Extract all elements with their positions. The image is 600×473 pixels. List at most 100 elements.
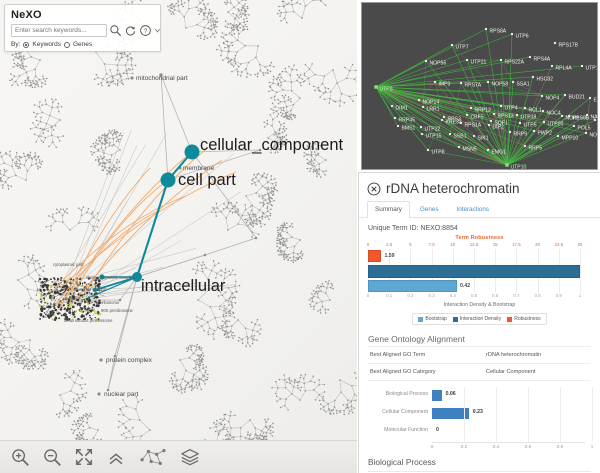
gene-node[interactable] <box>553 41 557 45</box>
search-row[interactable]: ? <box>11 24 160 37</box>
search-input[interactable] <box>11 24 107 37</box>
gene-node[interactable] <box>486 80 490 84</box>
gene-node[interactable] <box>510 32 514 36</box>
layers-icon[interactable] <box>180 447 200 467</box>
gene-node[interactable] <box>465 113 469 117</box>
gene-node[interactable] <box>531 75 535 79</box>
gene-node[interactable] <box>588 96 592 100</box>
gene-node[interactable] <box>511 80 515 84</box>
radio-genes[interactable] <box>63 41 70 48</box>
panel-body: Unique Term ID: NEXO:8854 Term Robustnes… <box>359 218 600 472</box>
gene-node[interactable] <box>459 81 463 85</box>
detail-tabs[interactable]: Summary Genes Interactions <box>359 200 600 218</box>
gene-node[interactable] <box>459 121 463 125</box>
gene-node[interactable] <box>528 55 532 59</box>
gene-node[interactable] <box>542 120 546 124</box>
tab-summary[interactable]: Summary <box>367 201 410 218</box>
gene-node[interactable] <box>424 59 428 63</box>
gene-node[interactable] <box>499 104 503 108</box>
gene-node[interactable] <box>572 124 576 128</box>
gene-node[interactable] <box>440 118 444 122</box>
radio-keywords[interactable] <box>23 41 30 48</box>
gene-node[interactable] <box>484 27 488 31</box>
tab-genes[interactable]: Genes <box>419 206 439 213</box>
gene-node[interactable] <box>448 132 452 136</box>
gene-node-label: NOP56 <box>430 60 447 66</box>
gene-node-label: RPS17B <box>559 42 579 48</box>
gene-node[interactable] <box>499 58 503 62</box>
bar-value-label: 1.59 <box>384 253 395 259</box>
gene-node-label: RPS9B <box>573 115 590 121</box>
gene-node[interactable] <box>563 93 567 97</box>
gene-node[interactable] <box>584 131 588 135</box>
gene-node[interactable] <box>556 134 560 138</box>
gene-node[interactable] <box>532 129 536 133</box>
gene-node[interactable] <box>541 109 545 113</box>
axis-tick: 0.6 <box>524 444 532 449</box>
gene-node[interactable] <box>469 106 473 110</box>
gene-node[interactable] <box>489 119 493 123</box>
gene-node[interactable] <box>523 144 527 148</box>
gene-node[interactable] <box>567 114 571 118</box>
gene-node[interactable] <box>417 98 421 102</box>
gene-node[interactable] <box>421 105 425 109</box>
gene-network-graph[interactable]: UTP9 NOP56 UTP7 RPS8A UTP6 RPS17B UTP21 RPS22A R… <box>362 3 598 170</box>
gene-node-label: RRP5 <box>529 145 543 151</box>
gene-node[interactable] <box>374 85 378 89</box>
help-icon[interactable]: ? <box>139 24 152 37</box>
panel-header: rDNA heterochromatin <box>359 173 600 200</box>
search-panel[interactable]: NeXO ? <box>4 4 161 52</box>
gene-node-label: RPS7A <box>465 82 482 88</box>
zoom-in-icon[interactable] <box>10 447 30 467</box>
gene-node[interactable] <box>442 115 446 119</box>
network-icon[interactable] <box>138 447 168 467</box>
gene-node[interactable] <box>492 112 496 116</box>
gene-node[interactable] <box>450 43 454 47</box>
close-circle-icon[interactable] <box>367 182 381 196</box>
gene-node[interactable] <box>585 113 589 117</box>
bar-value-label: 0 <box>436 427 439 433</box>
app-title: NeXO <box>11 9 42 21</box>
gene-node[interactable] <box>390 104 394 108</box>
gene-node[interactable] <box>515 113 519 117</box>
axis-tick: 17.5 <box>512 242 521 247</box>
gene-node[interactable] <box>420 132 424 136</box>
term-detail-panel[interactable]: rDNA heterochromatin Summary Genes Inter… <box>358 172 600 473</box>
gene-node[interactable] <box>472 134 476 138</box>
legend-swatch <box>452 316 458 322</box>
gene-node[interactable] <box>457 145 461 149</box>
search-icon[interactable] <box>109 24 122 37</box>
gene-node[interactable] <box>486 148 490 152</box>
gene-node[interactable] <box>419 125 423 129</box>
gene-node[interactable] <box>550 64 554 68</box>
gene-node[interactable] <box>560 114 564 118</box>
gene-node[interactable] <box>540 94 544 98</box>
tab-interactions[interactable]: Interactions <box>456 206 490 213</box>
collapse-icon[interactable] <box>106 447 126 467</box>
fit-screen-icon[interactable] <box>74 447 94 467</box>
refresh-icon[interactable] <box>124 24 137 37</box>
gene-node[interactable] <box>426 148 430 152</box>
gene-interaction-network[interactable]: UTP9 NOP56 UTP7 RPS8A UTP6 RPS17B UTP21 RPS22A R… <box>361 2 598 170</box>
legend-label: Robustness <box>514 316 541 322</box>
gene-node[interactable] <box>393 116 397 120</box>
gene-node-label: UTP15 <box>426 133 442 139</box>
axis-tick: 2.5 <box>386 242 393 247</box>
gene-node[interactable] <box>465 58 469 62</box>
gene-node[interactable] <box>523 106 527 110</box>
ontology-tree-view[interactable]: cellular_component cell part intracellular… <box>0 0 357 473</box>
gene-node[interactable] <box>508 130 512 134</box>
chevron-down-icon[interactable] <box>154 24 161 37</box>
ontology-tree-graph[interactable] <box>0 0 357 473</box>
gene-node[interactable] <box>580 64 584 68</box>
zoom-out-icon[interactable] <box>42 447 62 467</box>
search-filter-row[interactable]: By: Keywords Genes <box>11 41 154 48</box>
gene-node[interactable] <box>505 163 509 167</box>
gene-node[interactable] <box>518 121 522 125</box>
gene-node[interactable] <box>593 118 597 122</box>
gene-node[interactable] <box>433 80 437 84</box>
view-toolbar[interactable] <box>0 440 357 473</box>
legend-swatch <box>507 316 513 322</box>
gene-node[interactable] <box>487 123 491 127</box>
gene-node[interactable] <box>396 124 400 128</box>
